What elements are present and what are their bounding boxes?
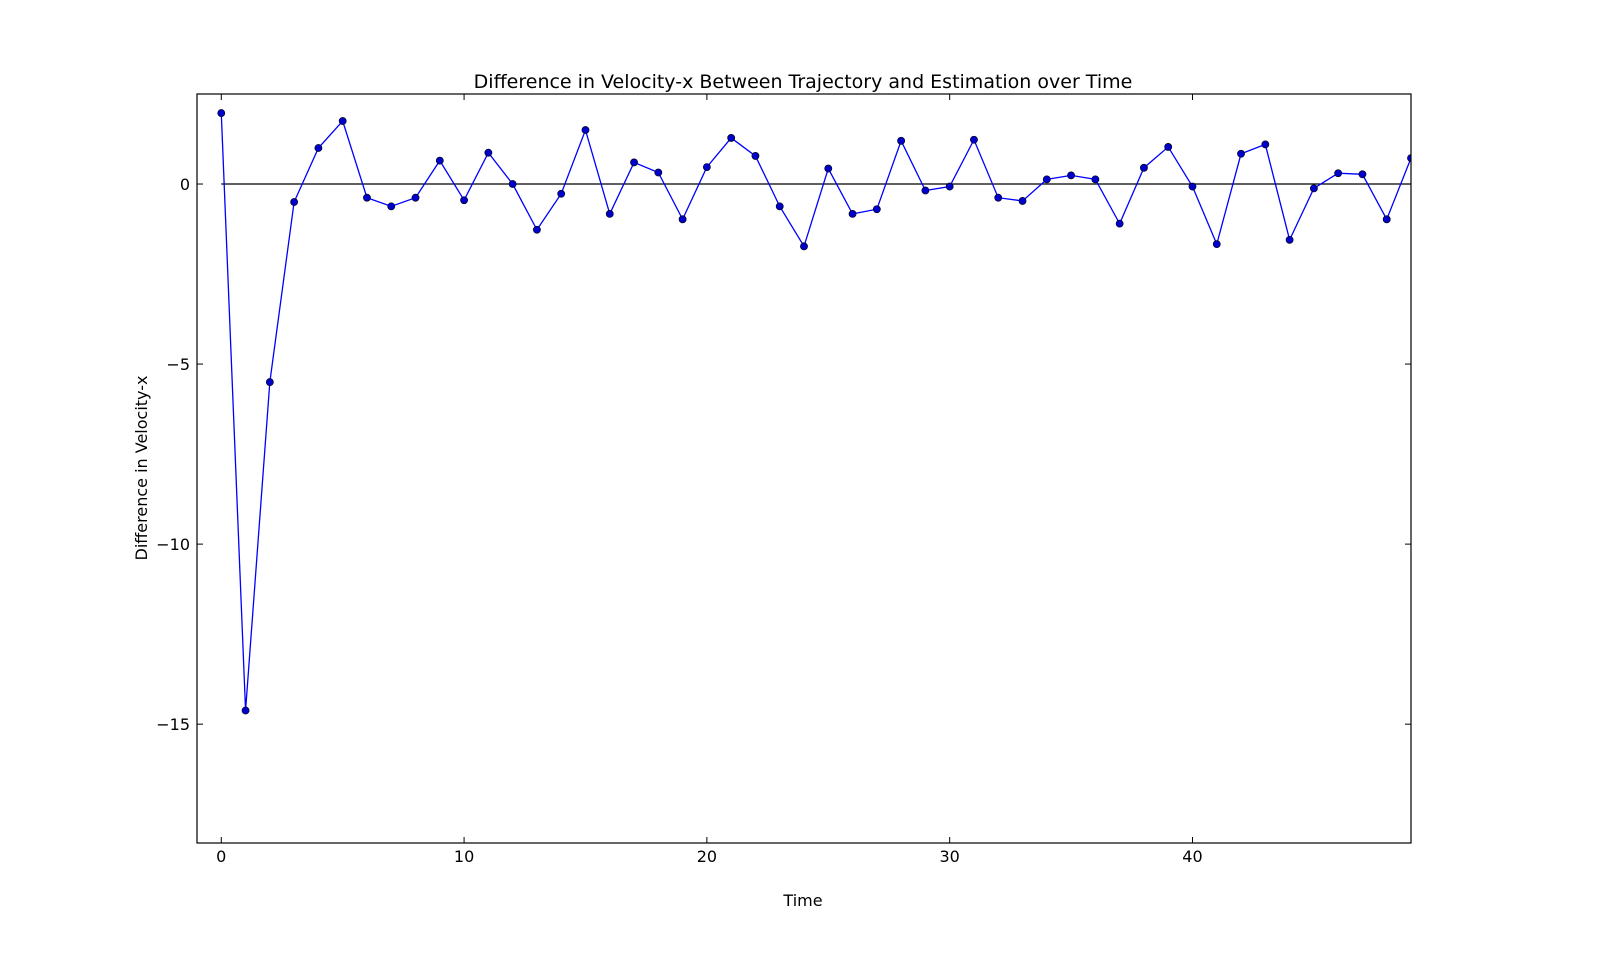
x-axis-label: Time [782, 891, 822, 910]
data-point [800, 242, 808, 251]
series-line [220, 113, 1411, 711]
data-point [1140, 163, 1148, 172]
data-point [1309, 184, 1318, 193]
data-point [970, 135, 978, 144]
data-point [1212, 240, 1221, 249]
data-point [411, 193, 420, 202]
data-point [1358, 170, 1367, 179]
data-point [1164, 143, 1173, 151]
data-point [1334, 169, 1343, 178]
data-point [1018, 197, 1027, 205]
data-point [824, 164, 833, 173]
data-point [241, 706, 250, 715]
data-point [363, 193, 371, 202]
y-tick-label: −5 [166, 355, 190, 374]
data-point [775, 202, 784, 211]
data-point [630, 158, 638, 167]
data-point [533, 225, 541, 234]
x-tick-label: 30 [940, 847, 960, 866]
data-point [678, 215, 687, 224]
data-point [1285, 235, 1294, 244]
data-point [1042, 175, 1051, 184]
x-tick-label: 20 [697, 847, 717, 866]
plot-area: 0 10 20 30 40 0 −5 −10 −15 [156, 93, 1412, 866]
y-tick-label: −10 [156, 535, 190, 554]
data-point [314, 144, 323, 152]
data-point [387, 202, 396, 211]
data-point [1067, 171, 1075, 180]
plot-frame [196, 93, 1412, 844]
y-tick-label: −15 [156, 715, 190, 734]
data-point [290, 198, 299, 206]
x-tick-label: 0 [216, 847, 226, 866]
data-point [945, 182, 954, 191]
data-point [727, 134, 736, 142]
data-point [338, 117, 347, 125]
data-point [460, 196, 468, 205]
x-tick-label: 40 [1182, 847, 1202, 866]
data-point [605, 210, 614, 218]
y-axis-label: Difference in Velocity-x [132, 376, 151, 561]
data-point [872, 205, 881, 214]
data-point [897, 136, 906, 145]
data-point [217, 109, 226, 117]
data-point [265, 378, 274, 386]
data-point [1261, 140, 1270, 149]
data-point [435, 156, 444, 165]
data-point [751, 152, 760, 160]
data-point [484, 148, 493, 157]
data-point [1237, 149, 1245, 158]
data-point [508, 180, 517, 188]
data-point [1407, 154, 1411, 162]
y-tick-label: 0 [180, 175, 190, 194]
x-tick-label: 10 [454, 847, 474, 866]
data-point [1382, 215, 1391, 224]
data-point [1091, 175, 1100, 184]
data-point [921, 186, 930, 195]
data-point [702, 163, 711, 171]
data-point [654, 168, 663, 177]
data-point [1188, 182, 1197, 191]
chart-title: Difference in Velocity-x Between Traject… [474, 71, 1133, 93]
data-point [848, 210, 857, 218]
data-point [994, 193, 1003, 202]
data-point [581, 126, 590, 134]
data-point [557, 189, 566, 198]
data-point [1115, 219, 1124, 228]
